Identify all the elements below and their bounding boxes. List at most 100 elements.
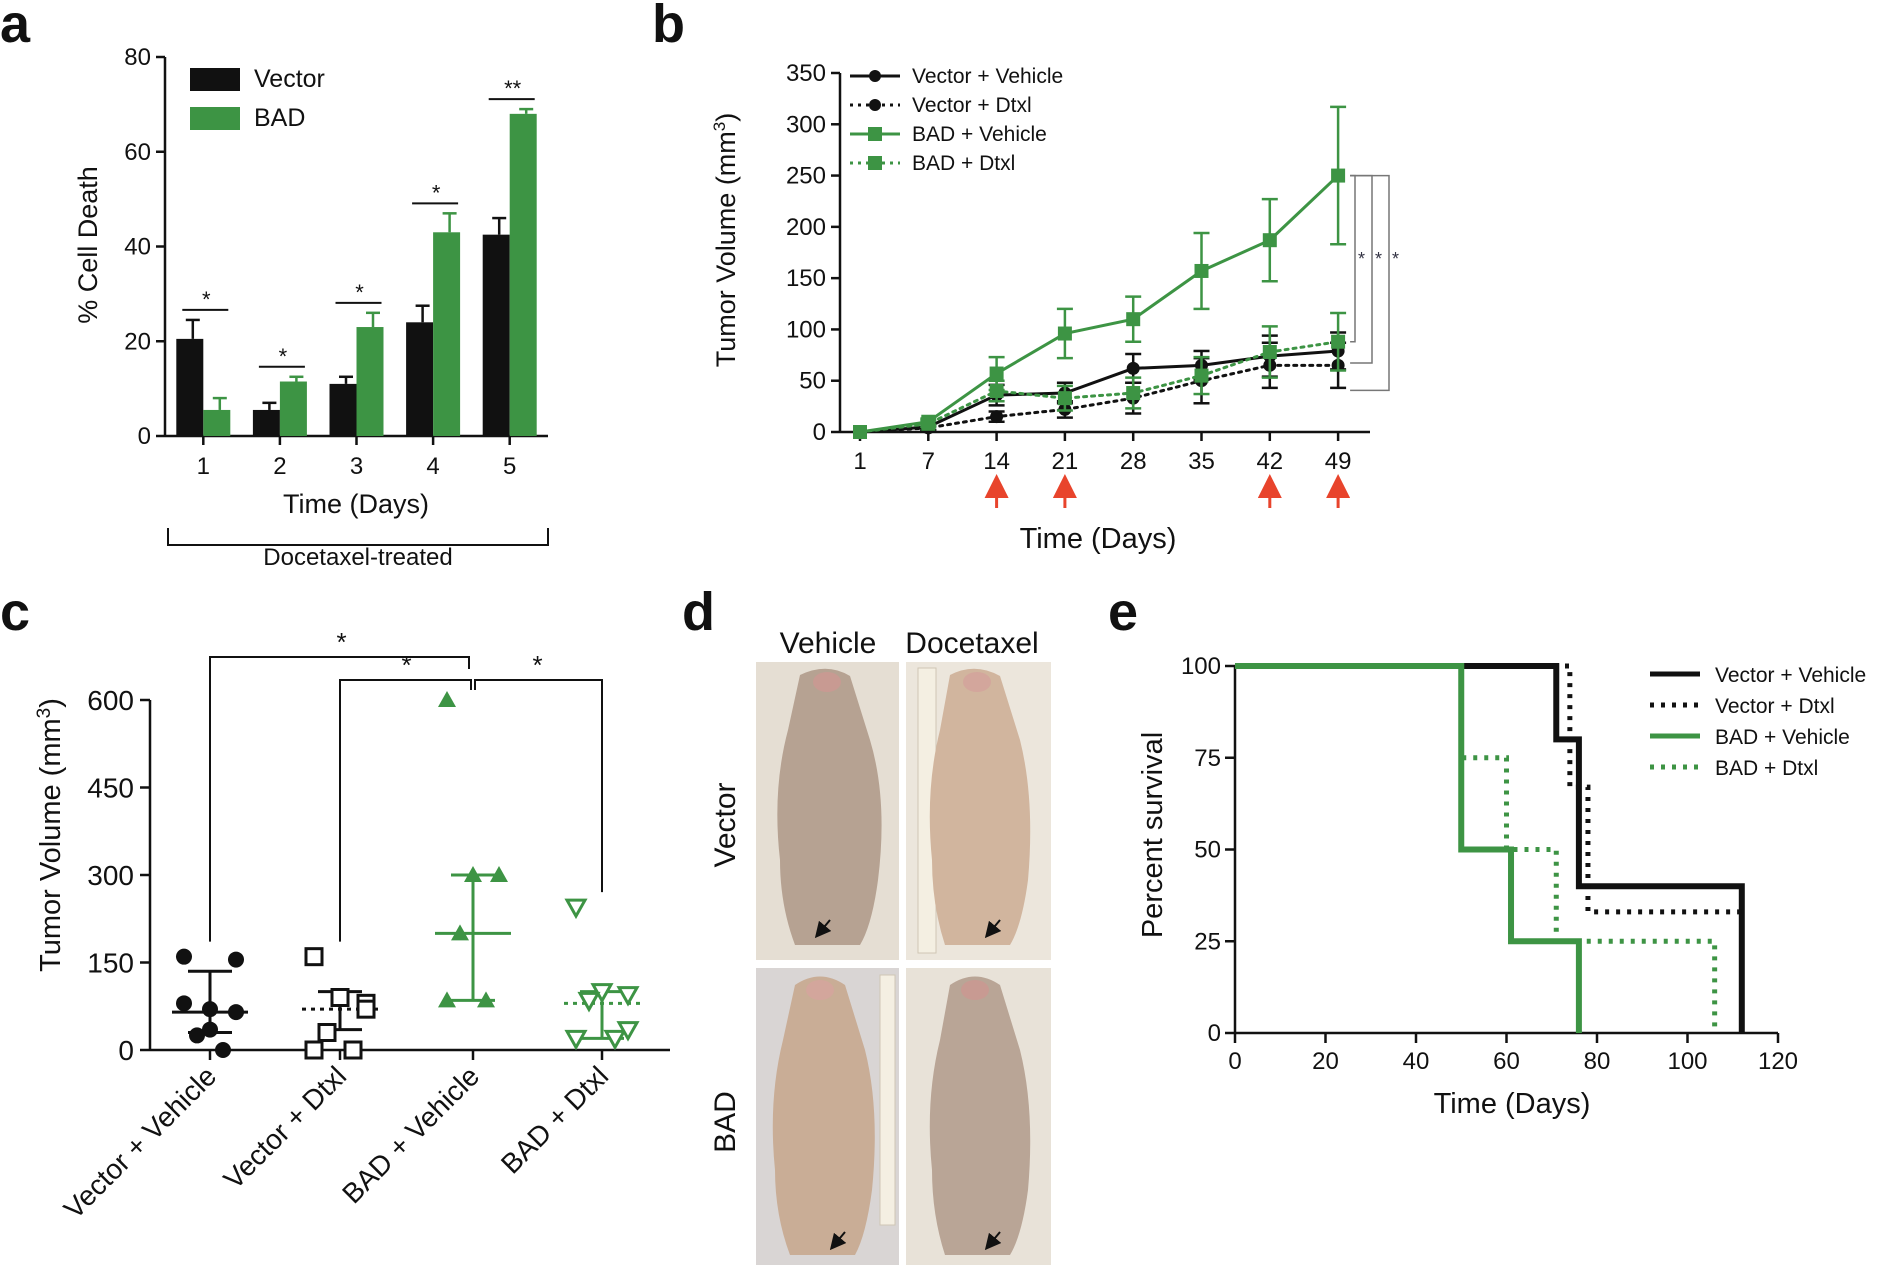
panel-c-y-tick-label: 0 — [118, 1035, 134, 1066]
panel-e-y-tick-label: 0 — [1208, 1020, 1221, 1047]
panel-a-bracket-label: Docetaxel-treated — [263, 544, 452, 571]
panel-a-x-tick-label: 5 — [503, 453, 516, 480]
panel-b-point — [989, 383, 1004, 398]
panel-label-c: c — [0, 582, 30, 642]
panel-a-bracket — [167, 528, 549, 546]
panel-a-y-tick-label: 60 — [124, 139, 151, 166]
panel-c-point — [304, 947, 324, 967]
panel-b-point — [1194, 263, 1209, 278]
panel-b-sig-star: * — [1392, 249, 1399, 269]
panel-e-ylabel: Percent survival — [1137, 732, 1169, 938]
panel-a-bar — [176, 338, 204, 436]
panel-b-legend-marker — [868, 127, 882, 141]
panel-c-point — [356, 999, 376, 1019]
panel-a-xlabel: Time (Days) — [283, 489, 429, 519]
photo-vector-vehicle — [756, 662, 899, 960]
panel-b-y-tick-label: 200 — [786, 214, 826, 241]
panel-c-point — [343, 1040, 363, 1060]
panel-b-sig-star: * — [1358, 249, 1365, 269]
panel-e-x-tick-label: 20 — [1312, 1048, 1339, 1075]
panel-e-legend-label: BAD + Vehicle — [1715, 726, 1850, 749]
panel-c-sig-bracket — [474, 679, 603, 893]
panel-e-legend-label: Vector + Dtxl — [1715, 695, 1835, 718]
panel-a-bar — [203, 409, 231, 436]
panel-b-legend-marker — [869, 99, 881, 111]
panel-c-point — [603, 1029, 627, 1051]
panel-b-point — [990, 410, 1004, 424]
panel-b-x-tick-label: 28 — [1120, 448, 1147, 475]
panel-label-d: d — [682, 582, 715, 642]
panel-a-legend-swatch — [190, 107, 240, 130]
panel-b-x-tick-label: 35 — [1188, 448, 1215, 475]
panel-e-y-tick-label: 75 — [1194, 745, 1221, 772]
panel-c-point — [176, 948, 192, 965]
panel-b-point — [989, 366, 1004, 381]
panel-e-y-tick-label: 50 — [1194, 837, 1221, 864]
panel-a-bar — [406, 322, 434, 436]
panel-c-point — [438, 691, 456, 707]
panel-c-point — [176, 995, 192, 1012]
panel-c-x-tick-label: BAD + Vehicle — [336, 1060, 485, 1209]
panel-a-x-tick-label: 3 — [350, 453, 363, 480]
panel-e-xlabel: Time (Days) — [1434, 1088, 1591, 1120]
panel-a-x-tick-label: 1 — [197, 453, 210, 480]
panel-c-point — [228, 951, 244, 968]
photo-row-label-vector: Vector — [709, 782, 742, 867]
panel-a-sig-star: * — [355, 280, 364, 305]
panel-c-point — [616, 1021, 640, 1042]
panel-b-y-tick-label: 250 — [786, 163, 826, 190]
panel-b-point — [1331, 168, 1346, 183]
panel-e-y-tick-label: 25 — [1194, 928, 1221, 955]
panel-b-point — [1262, 233, 1277, 248]
panel-b-point — [1331, 334, 1346, 349]
panel-e-chart: Percent survival Time (Days) 0 25 50 75 100 0… — [1137, 653, 1866, 1120]
panel-b-point — [921, 416, 936, 431]
panel-c-point — [317, 1023, 337, 1042]
panel-a-bar — [356, 327, 384, 436]
photo-bad-docetaxel — [906, 968, 1051, 1265]
panel-a-bar — [433, 232, 461, 436]
panel-a-sig-star: * — [202, 287, 211, 312]
panel-b-point — [1126, 312, 1141, 327]
panel-a-legend-label: BAD — [254, 104, 305, 132]
panel-b-y-tick-label: 50 — [799, 368, 826, 395]
panel-b-chart: Tumor Volume (mm3) Time (Days) 0 50 100 150… — [710, 60, 1399, 555]
panel-c-point — [451, 924, 469, 941]
panel-a-x-tick-label: 2 — [273, 453, 286, 480]
panel-c-chart: Tumor Volume (mm3) 0 150 300 450 600 Vector +… — [34, 627, 670, 1225]
panel-b-sig-star: * — [1375, 249, 1382, 269]
panel-b-sig-bracket — [1350, 174, 1356, 343]
panel-c-point — [616, 986, 640, 1007]
panel-label-b: b — [652, 0, 685, 54]
panel-b-point — [853, 425, 867, 439]
panel-c-y-tick-label: 450 — [87, 773, 134, 804]
panel-a-y-tick-label: 0 — [138, 423, 151, 450]
panel-c-point — [304, 1040, 324, 1060]
photo-col-label-docetaxel: Docetaxel — [905, 627, 1038, 660]
panel-b-series-line — [858, 340, 1340, 434]
panel-c-ylabel: Tumor Volume (mm3) — [34, 698, 67, 972]
panel-b-legend-label: BAD + Dtxl — [912, 152, 1015, 175]
panel-b-y-tick-label: 100 — [786, 316, 826, 343]
panel-e-x-tick-label: 60 — [1493, 1048, 1520, 1075]
panel-b-ylabel: Tumor Volume (mm3) — [710, 113, 741, 368]
panel-b-point — [1057, 391, 1072, 406]
panel-c-point — [215, 1042, 231, 1058]
photo-col-label-vehicle: Vehicle — [780, 627, 877, 660]
panel-c-point — [189, 1027, 205, 1044]
panel-b-point — [1126, 386, 1141, 401]
panel-a-bar — [252, 409, 280, 436]
panel-c-point — [438, 991, 456, 1008]
panel-c-sig-bracket — [339, 679, 472, 942]
panel-a-bar — [482, 234, 510, 436]
panel-c-y-tick-label: 300 — [87, 860, 134, 891]
panel-a-bar — [509, 113, 537, 436]
panel-e-legend-label: BAD + Dtxl — [1715, 757, 1818, 780]
panel-c-y-tick-label: 150 — [87, 948, 134, 979]
panel-a-y-tick-label: 20 — [124, 328, 151, 355]
panel-c-sig-bracket — [209, 656, 470, 942]
panel-a-legend-label: Vector — [254, 65, 325, 93]
panel-e-x-tick-label: 80 — [1584, 1048, 1611, 1075]
panel-c-point — [228, 1004, 244, 1021]
